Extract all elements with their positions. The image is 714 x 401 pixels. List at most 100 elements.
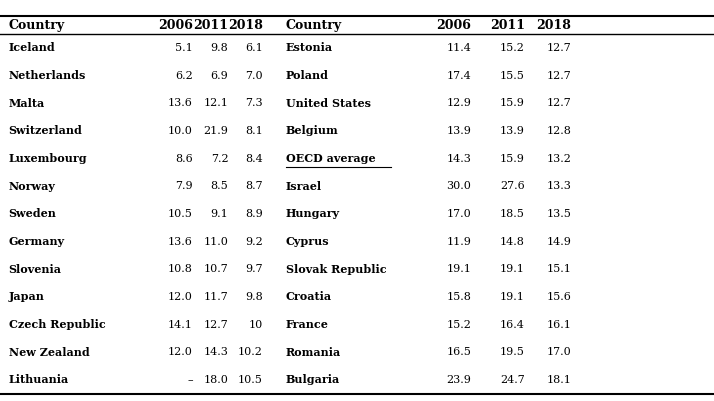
Text: United States: United States bbox=[286, 98, 371, 109]
Text: Malta: Malta bbox=[9, 98, 45, 109]
Text: 12.7: 12.7 bbox=[546, 43, 571, 53]
Text: 21.9: 21.9 bbox=[203, 126, 228, 136]
Text: 5.1: 5.1 bbox=[175, 43, 193, 53]
Text: 30.0: 30.0 bbox=[446, 181, 471, 191]
Text: 9.2: 9.2 bbox=[245, 237, 263, 247]
Text: 13.9: 13.9 bbox=[446, 126, 471, 136]
Text: 12.1: 12.1 bbox=[203, 98, 228, 108]
Text: 27.6: 27.6 bbox=[500, 181, 525, 191]
Text: 10.5: 10.5 bbox=[238, 375, 263, 385]
Text: 10: 10 bbox=[248, 320, 263, 330]
Text: 12.7: 12.7 bbox=[203, 320, 228, 330]
Text: 11.0: 11.0 bbox=[203, 237, 228, 247]
Text: –: – bbox=[187, 375, 193, 385]
Text: Cyprus: Cyprus bbox=[286, 236, 329, 247]
Text: 6.9: 6.9 bbox=[211, 71, 228, 81]
Text: 10.7: 10.7 bbox=[203, 264, 228, 274]
Text: Lithuania: Lithuania bbox=[9, 375, 69, 385]
Text: Luxembourg: Luxembourg bbox=[9, 153, 87, 164]
Text: France: France bbox=[286, 319, 328, 330]
Text: Belgium: Belgium bbox=[286, 126, 338, 136]
Text: 12.7: 12.7 bbox=[546, 98, 571, 108]
Text: 9.7: 9.7 bbox=[245, 264, 263, 274]
Text: 14.8: 14.8 bbox=[500, 237, 525, 247]
Text: 19.5: 19.5 bbox=[500, 347, 525, 357]
Text: 8.1: 8.1 bbox=[245, 126, 263, 136]
Text: 15.8: 15.8 bbox=[446, 292, 471, 302]
Text: 19.1: 19.1 bbox=[446, 264, 471, 274]
Text: Sweden: Sweden bbox=[9, 209, 56, 219]
Text: Country: Country bbox=[286, 18, 342, 32]
Text: 23.9: 23.9 bbox=[446, 375, 471, 385]
Text: 7.2: 7.2 bbox=[211, 154, 228, 164]
Text: Czech Republic: Czech Republic bbox=[9, 319, 106, 330]
Text: Switzerland: Switzerland bbox=[9, 126, 82, 136]
Text: 10.2: 10.2 bbox=[238, 347, 263, 357]
Text: OECD average: OECD average bbox=[286, 153, 376, 164]
Text: 13.5: 13.5 bbox=[546, 209, 571, 219]
Text: 2011: 2011 bbox=[490, 18, 525, 32]
Text: Norway: Norway bbox=[9, 181, 56, 192]
Text: 2006: 2006 bbox=[436, 18, 471, 32]
Text: 16.4: 16.4 bbox=[500, 320, 525, 330]
Text: Iceland: Iceland bbox=[9, 43, 55, 53]
Text: Slovenia: Slovenia bbox=[9, 264, 61, 275]
Text: 13.6: 13.6 bbox=[168, 237, 193, 247]
Text: 17.0: 17.0 bbox=[546, 347, 571, 357]
Text: Slovak Republic: Slovak Republic bbox=[286, 264, 386, 275]
Text: Israel: Israel bbox=[286, 181, 322, 192]
Text: 19.1: 19.1 bbox=[500, 292, 525, 302]
Text: 15.2: 15.2 bbox=[500, 43, 525, 53]
Text: 12.7: 12.7 bbox=[546, 71, 571, 81]
Text: 8.5: 8.5 bbox=[211, 181, 228, 191]
Text: 8.9: 8.9 bbox=[245, 209, 263, 219]
Text: 6.2: 6.2 bbox=[175, 71, 193, 81]
Text: 14.1: 14.1 bbox=[168, 320, 193, 330]
Text: Bulgaria: Bulgaria bbox=[286, 375, 340, 385]
Text: Estonia: Estonia bbox=[286, 43, 333, 53]
Text: 2006: 2006 bbox=[158, 18, 193, 32]
Text: 10.8: 10.8 bbox=[168, 264, 193, 274]
Text: 13.3: 13.3 bbox=[546, 181, 571, 191]
Text: 15.6: 15.6 bbox=[546, 292, 571, 302]
Text: 10.5: 10.5 bbox=[168, 209, 193, 219]
Text: 14.9: 14.9 bbox=[546, 237, 571, 247]
Text: 13.6: 13.6 bbox=[168, 98, 193, 108]
Text: 15.9: 15.9 bbox=[500, 154, 525, 164]
Text: 12.8: 12.8 bbox=[546, 126, 571, 136]
Text: 6.1: 6.1 bbox=[245, 43, 263, 53]
Text: Japan: Japan bbox=[9, 292, 44, 302]
Text: 7.3: 7.3 bbox=[245, 98, 263, 108]
Text: New Zealand: New Zealand bbox=[9, 347, 89, 358]
Text: 10.0: 10.0 bbox=[168, 126, 193, 136]
Text: 15.2: 15.2 bbox=[446, 320, 471, 330]
Text: 18.1: 18.1 bbox=[546, 375, 571, 385]
Text: Germany: Germany bbox=[9, 236, 65, 247]
Text: 12.9: 12.9 bbox=[446, 98, 471, 108]
Text: 7.0: 7.0 bbox=[245, 71, 263, 81]
Text: Netherlands: Netherlands bbox=[9, 70, 86, 81]
Text: 2011: 2011 bbox=[193, 18, 228, 32]
Text: 11.4: 11.4 bbox=[446, 43, 471, 53]
Text: 9.8: 9.8 bbox=[245, 292, 263, 302]
Text: 15.9: 15.9 bbox=[500, 98, 525, 108]
Text: 17.0: 17.0 bbox=[446, 209, 471, 219]
Text: 12.0: 12.0 bbox=[168, 292, 193, 302]
Text: 7.9: 7.9 bbox=[175, 181, 193, 191]
Text: 15.5: 15.5 bbox=[500, 71, 525, 81]
Text: Hungary: Hungary bbox=[286, 209, 340, 219]
Text: 11.7: 11.7 bbox=[203, 292, 228, 302]
Text: 11.9: 11.9 bbox=[446, 237, 471, 247]
Text: 19.1: 19.1 bbox=[500, 264, 525, 274]
Text: 14.3: 14.3 bbox=[203, 347, 228, 357]
Text: 24.7: 24.7 bbox=[500, 375, 525, 385]
Text: Country: Country bbox=[9, 18, 65, 32]
Text: 8.4: 8.4 bbox=[245, 154, 263, 164]
Text: 16.1: 16.1 bbox=[546, 320, 571, 330]
Text: 14.3: 14.3 bbox=[446, 154, 471, 164]
Text: 16.5: 16.5 bbox=[446, 347, 471, 357]
Text: 13.9: 13.9 bbox=[500, 126, 525, 136]
Text: 13.2: 13.2 bbox=[546, 154, 571, 164]
Text: Croatia: Croatia bbox=[286, 292, 332, 302]
Text: 18.5: 18.5 bbox=[500, 209, 525, 219]
